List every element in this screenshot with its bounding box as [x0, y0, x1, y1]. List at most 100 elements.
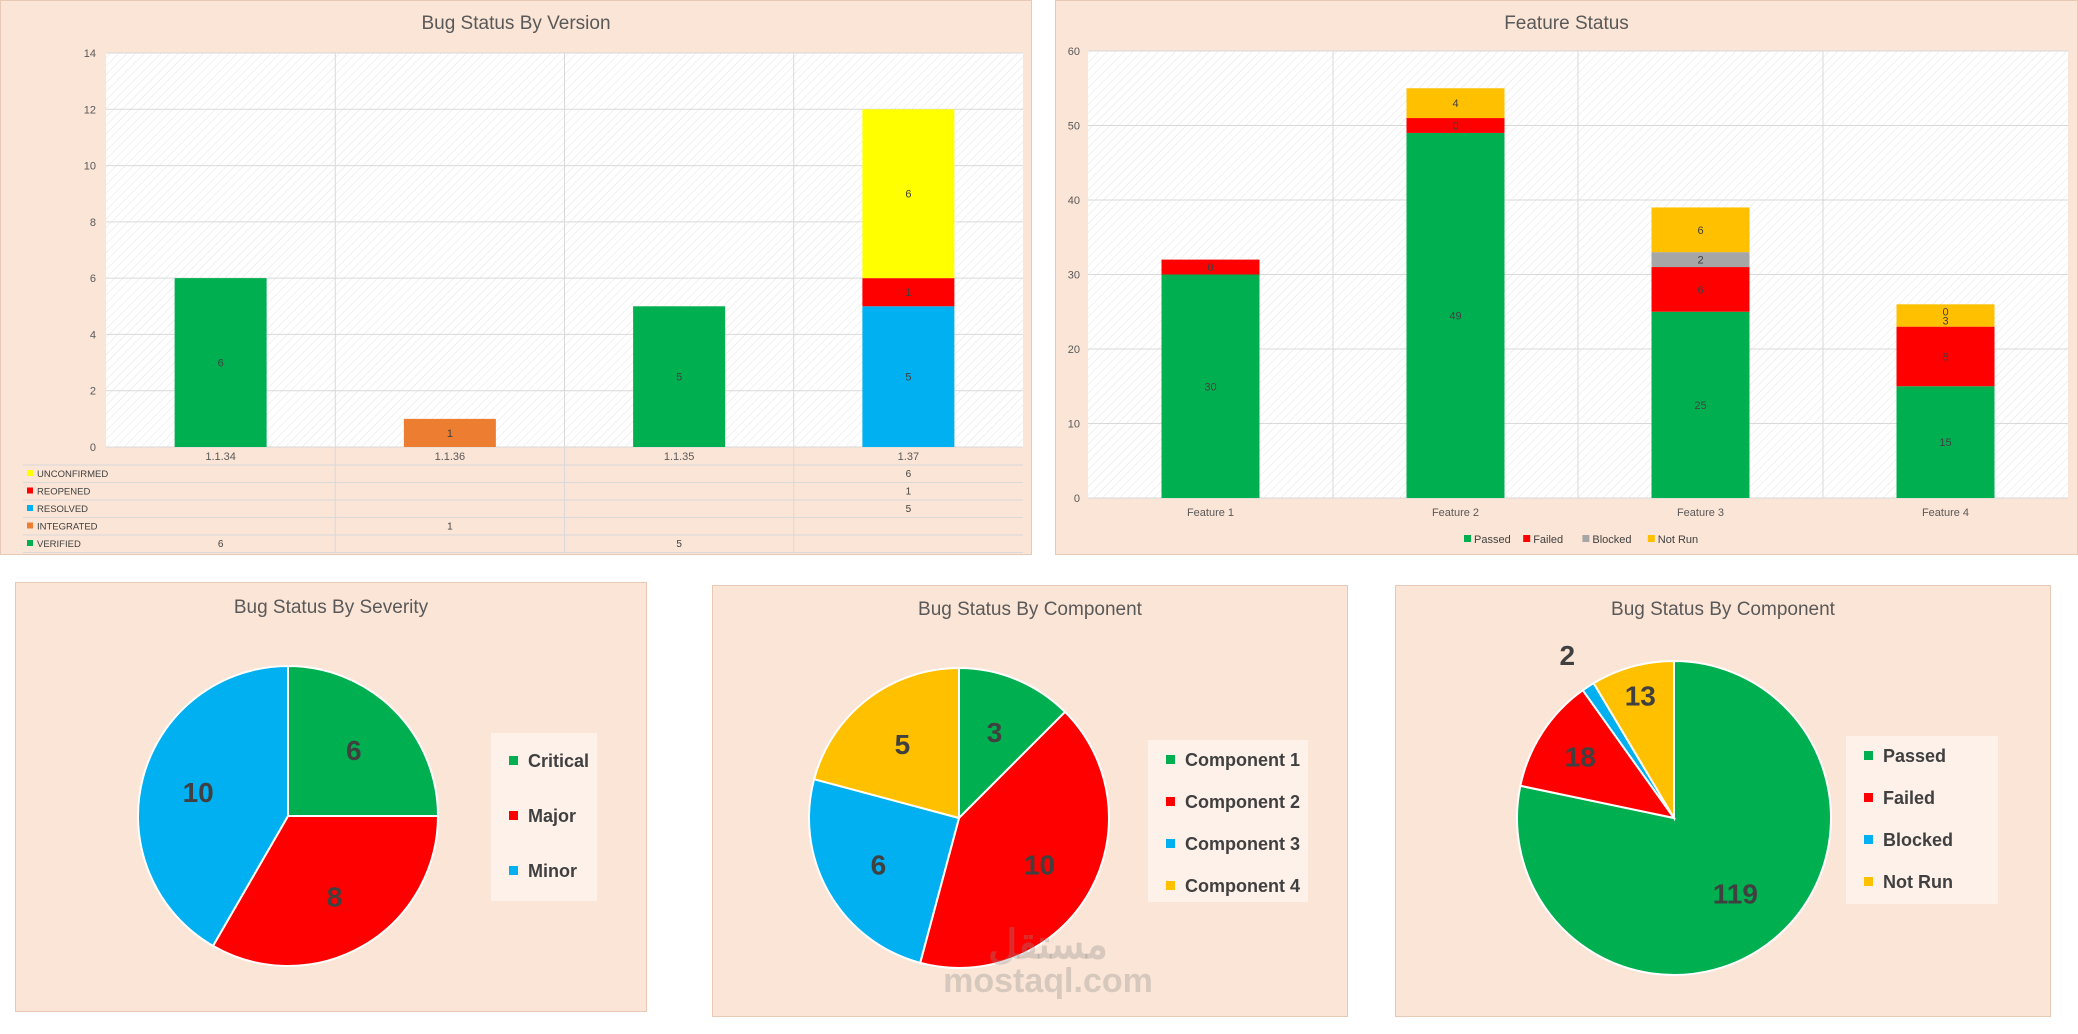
watermark-url: mostaql.com	[943, 962, 1153, 1000]
bar-segment	[174, 278, 267, 447]
table-series-label: VERIFIED	[37, 539, 81, 550]
pie-value-label: 5	[895, 729, 911, 760]
legend-label: Failed	[1883, 788, 1936, 808]
y-tick-label: 30	[1068, 270, 1080, 282]
legend-key	[1464, 535, 1471, 542]
bar-value-label: 0	[1942, 306, 1948, 318]
legend-label: Failed	[1533, 534, 1563, 546]
legend-swatch	[509, 755, 518, 765]
legend-item: Component 2	[1166, 792, 1300, 813]
legend-label: Passed	[1883, 746, 1947, 766]
y-tick-label: 14	[84, 48, 96, 60]
severity-legend: Critical Major Minor	[491, 733, 597, 901]
bug-status-by-version-panel: Bug Status By Version 0 2 4 6 8 10 12 14 6 1.1.34…	[0, 0, 1032, 555]
legend-swatch	[509, 810, 518, 820]
y-tick-label: 12	[84, 104, 96, 116]
legend-item: Passed	[1864, 746, 1946, 767]
table-series-label: INTEGRATED	[37, 522, 98, 533]
legend-label: Major	[528, 806, 577, 826]
legend-swatch	[1166, 838, 1175, 848]
bar-value-label: 0	[1452, 121, 1458, 133]
pie-slice	[958, 666, 1067, 821]
bar-value-label: 2	[1697, 255, 1703, 267]
bar-segment	[1651, 267, 1750, 312]
bar-segment	[1161, 259, 1260, 275]
bar-segment	[403, 418, 496, 447]
table-legend-key	[27, 470, 33, 476]
bar-value-label: 6	[218, 358, 224, 370]
legend-item: Failed	[1864, 788, 1935, 809]
bar-value-label: 3	[1942, 315, 1948, 327]
y-tick-label: 8	[90, 217, 96, 229]
legend-key	[1582, 535, 1590, 542]
pie-value-label: 10	[183, 777, 214, 808]
pie-value-label: 10	[1024, 850, 1055, 881]
bar-value-label: 6	[1697, 284, 1703, 296]
table-cell: 6	[218, 539, 224, 550]
bar-segment	[1161, 274, 1260, 498]
component-legend: Component 1 Component 2 Component 3 Compone…	[1148, 740, 1308, 902]
x-tick-label: 1.37	[898, 451, 919, 463]
legend-item: Minor	[509, 861, 577, 882]
legend-item: Major	[509, 806, 576, 827]
pie-slice	[918, 710, 1110, 969]
table-cell: 5	[906, 504, 912, 515]
pie-value-label: 6	[346, 735, 362, 766]
legend-label: Component 2	[1185, 792, 1300, 812]
bar-value-label: 25	[1694, 400, 1706, 412]
bar-value-label: 4	[1452, 98, 1458, 110]
x-tick-label: 1.1.35	[664, 451, 695, 463]
legend-swatch	[1864, 792, 1873, 802]
pie-slice	[211, 815, 440, 967]
y-tick-label: 60	[1068, 46, 1080, 58]
pie-slice	[812, 666, 960, 820]
bug-status-by-severity-chart: 6 8 10	[137, 664, 440, 967]
table-legend-key	[27, 540, 33, 546]
table-cell: 6	[906, 469, 912, 480]
chart-title: Bug Status By Component	[918, 599, 1142, 620]
bar-segment	[862, 278, 955, 307]
bar-value-label: 5	[905, 372, 911, 384]
y-tick-label: 0	[90, 442, 96, 454]
legend-swatch	[1166, 880, 1175, 890]
legend-label: Minor	[528, 861, 577, 881]
table-cell: 1	[447, 522, 453, 533]
y-tick-label: 20	[1068, 344, 1080, 356]
y-tick-label: 4	[90, 329, 96, 341]
bug-status-by-component-status-chart: 119 18 2 13	[1516, 640, 1832, 976]
bar-segment	[1651, 311, 1750, 498]
pie-value-label: 8	[327, 882, 343, 913]
bar-segment	[1651, 207, 1750, 253]
pie-value-label: 13	[1625, 681, 1656, 712]
bar-segment	[1896, 304, 1995, 327]
chart-title: Bug Status By Severity	[233, 597, 429, 618]
bar-segment	[1896, 386, 1995, 498]
legend-label: Passed	[1474, 534, 1511, 546]
watermark-arabic: مستقل	[988, 923, 1108, 967]
status-legend: Passed Failed Blocked Not Run	[1846, 736, 1998, 904]
bar-value-label: 6	[905, 189, 911, 201]
bug-status-by-component-status-panel: Bug Status By Component 119 18 2 13 Passed F…	[1395, 585, 2051, 1017]
y-tick-label: 6	[90, 273, 96, 285]
bug-status-by-severity-panel: Bug Status By Severity 6 8 10 Critical Majo…	[15, 582, 647, 1012]
y-tick-label: 10	[1068, 419, 1080, 431]
table-series-label: UNCONFIRMED	[37, 469, 108, 480]
legend-swatch	[1166, 754, 1175, 764]
pie-value-label: 6	[871, 850, 887, 881]
legend-label: Blocked	[1883, 830, 1954, 850]
pie-slice	[137, 664, 289, 948]
bug-status-by-component-panel: Bug Status By Component 3 10 6 5 Component …	[712, 585, 1348, 1017]
x-tick-label: Feature 2	[1432, 507, 1479, 519]
legend-label: Blocked	[1592, 534, 1631, 546]
y-tick-label: 10	[84, 161, 96, 173]
bar-segment	[1896, 326, 1995, 387]
chart-title: Bug Status By Version	[421, 13, 611, 34]
legend-key	[1523, 535, 1531, 542]
bar-value-label: 1	[447, 428, 453, 440]
bar-value-label: 1	[905, 287, 911, 299]
bar-segment	[1406, 132, 1505, 498]
table-series-label: REOPENED	[37, 487, 90, 498]
bar-segment	[1406, 88, 1505, 119]
legend-label: Component 1	[1185, 750, 1300, 770]
